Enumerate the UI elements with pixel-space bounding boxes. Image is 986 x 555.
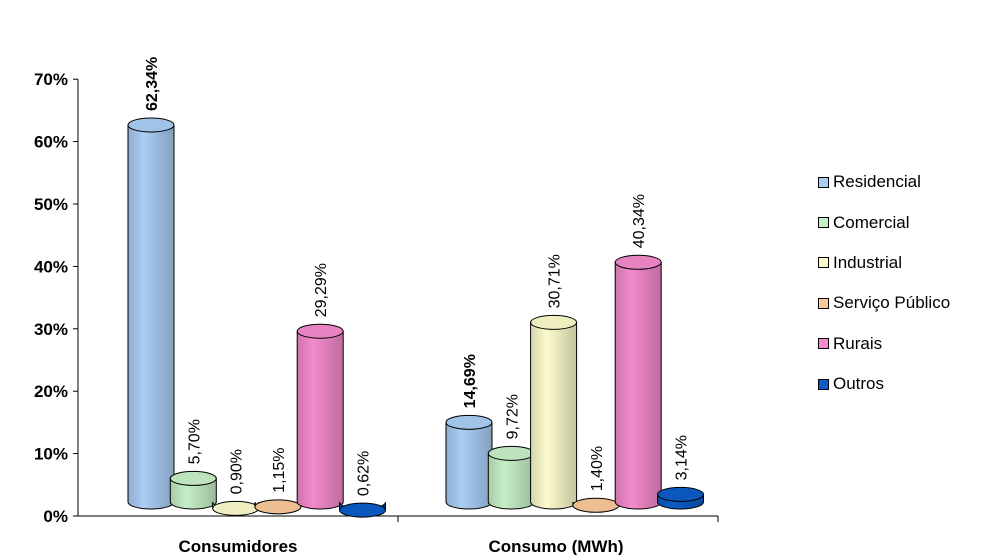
legend-item: Industrial (818, 243, 950, 283)
axes: 0% 10% 20% 30% 40% 50% 60% 70% Consumidores Consu… (34, 70, 719, 555)
y-tick-label: 20% (34, 382, 68, 401)
bar-top (530, 314, 578, 330)
data-label: 0,62% (356, 451, 373, 496)
bar (296, 323, 344, 510)
data-label: 9,72% (504, 394, 521, 439)
bar-top (572, 497, 620, 513)
bar (169, 470, 217, 510)
bar (254, 499, 302, 515)
y-tick-label: 60% (34, 133, 68, 152)
legend-label: Serviço Público (833, 293, 951, 313)
legend-swatch (818, 338, 829, 350)
bar (339, 501, 386, 518)
data-label: 0,90% (229, 449, 246, 494)
legend-label: Rurais (833, 333, 883, 353)
legend-item: Rurais (818, 324, 950, 364)
bar (212, 500, 260, 516)
bar-top (169, 470, 217, 486)
bar-top (487, 445, 535, 461)
legend-item: Residencial (818, 162, 950, 202)
data-label: 1,40% (589, 446, 606, 491)
legend-swatch (818, 378, 829, 390)
legend-label: Outros (833, 374, 885, 394)
bar (530, 314, 578, 510)
bar-top (657, 486, 704, 502)
legend-swatch (818, 257, 829, 269)
bar-top (254, 499, 302, 515)
bar (127, 117, 175, 510)
bar (445, 414, 493, 510)
legend-swatch (818, 217, 829, 229)
data-label: 30,71% (547, 254, 564, 308)
data-label: 5,70% (186, 419, 203, 464)
y-tick-label: 70% (34, 70, 68, 89)
bar-body (530, 321, 578, 510)
y-tick-label: 50% (34, 195, 68, 214)
bar-body (445, 421, 493, 510)
bar (487, 445, 535, 510)
legend-label: Comercial (833, 212, 910, 232)
bar (657, 486, 704, 510)
data-label: 14,69% (462, 354, 479, 408)
bar-body (614, 261, 662, 510)
bar-body (487, 452, 535, 510)
bar (572, 497, 620, 513)
data-labels: 62,34% 5,70% 0,90% 1,15% 29,29% 0,62% 14,69% 9,… (144, 57, 691, 496)
legend-item: Comercial (818, 202, 950, 242)
bar-top (614, 254, 662, 270)
bar-body (296, 330, 344, 510)
bar-top (296, 323, 344, 339)
data-label: 1,15% (271, 447, 288, 492)
data-label: 62,34% (144, 57, 161, 111)
x-category-label: Consumo (MWh) (488, 537, 623, 555)
bars (127, 117, 704, 518)
legend-swatch (818, 297, 829, 309)
y-tick-label: 30% (34, 320, 68, 339)
bar-top (339, 502, 386, 518)
legend-swatch (818, 176, 829, 188)
legend-item: Outros (818, 364, 950, 404)
legend-item: Serviço Público (818, 283, 950, 323)
y-tick-label: 10% (34, 445, 68, 464)
bar (614, 254, 662, 510)
legend-label: Residencial (833, 172, 921, 192)
data-label: 29,29% (313, 263, 330, 317)
bar-top (445, 414, 493, 430)
bar-body (127, 124, 175, 510)
y-tick-label: 0% (43, 507, 68, 526)
legend-label: Industrial (833, 252, 902, 272)
bar-body (169, 477, 217, 510)
legend: Residencial Comercial Industrial Serviço Pú… (818, 162, 950, 404)
data-label: 40,34% (631, 194, 648, 248)
bar-top (127, 117, 175, 133)
bar-top (212, 500, 260, 516)
y-tick-label: 40% (34, 257, 68, 276)
x-category-label: Consumidores (178, 537, 297, 555)
data-label: 3,14% (674, 435, 691, 480)
